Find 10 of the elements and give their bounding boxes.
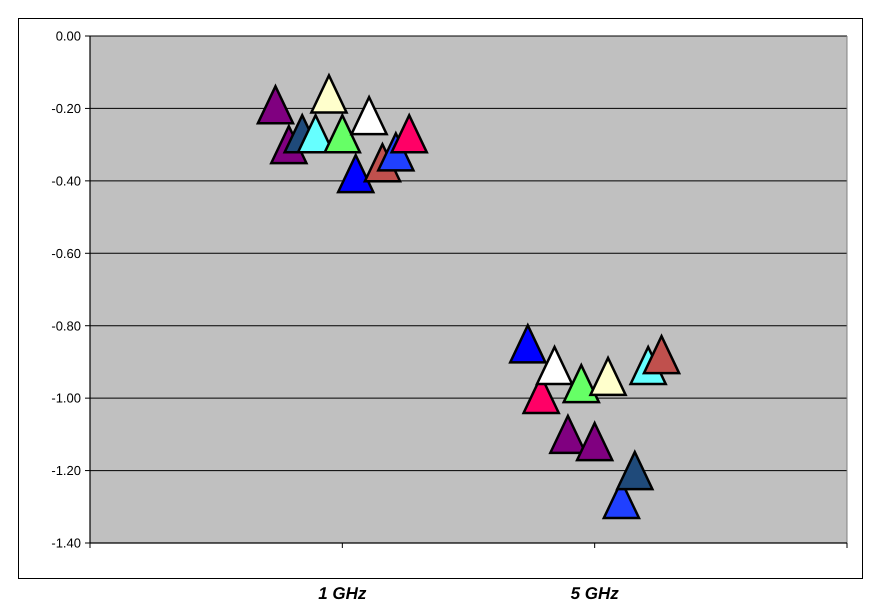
y-tick-label: -0.60: [51, 246, 81, 261]
y-tick-label: -0.40: [51, 173, 81, 188]
x-tick-label: 5 GHz: [570, 584, 620, 603]
y-tick-label: 0.00: [56, 28, 81, 44]
y-tick-label: -1.20: [51, 463, 81, 478]
y-tick-label: -0.20: [51, 100, 81, 116]
x-tick-label: 1 GHz: [318, 584, 367, 603]
y-tick-label: -1.00: [51, 390, 81, 406]
y-tick-label: -1.40: [51, 536, 81, 551]
y-tick-label: -0.80: [51, 318, 81, 334]
